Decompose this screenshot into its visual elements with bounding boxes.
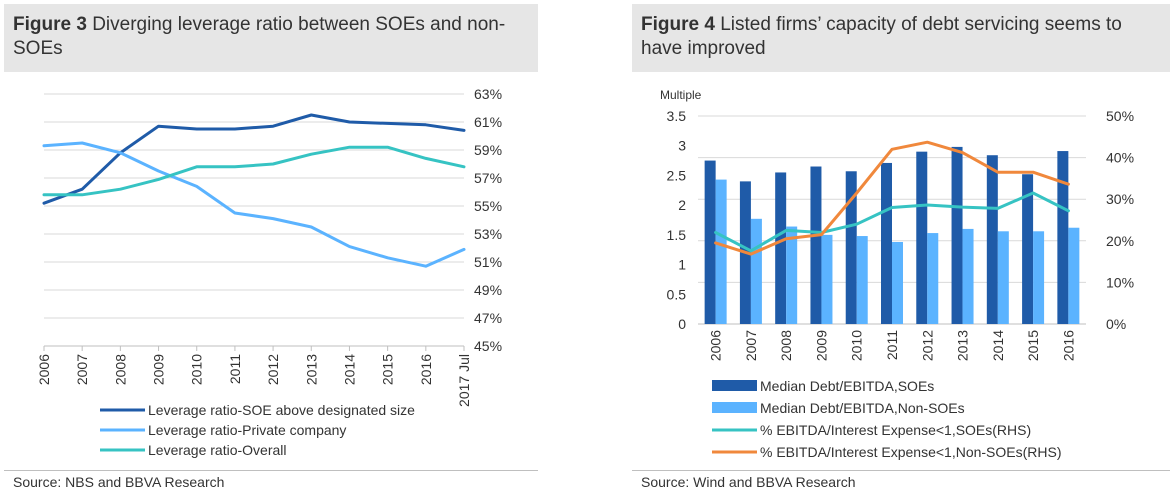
x-axis-tick-label: 2013 (955, 330, 971, 361)
x-axis-tick-label: 2014 (341, 354, 357, 385)
y-axis-tick-label: 49% (474, 282, 502, 298)
y-left-tick-label: 0.5 (667, 286, 687, 302)
x-axis-tick-label: 2006 (708, 330, 724, 361)
figure-3-title-number: Figure 3 (13, 14, 87, 35)
bar-debt_soe (986, 155, 998, 324)
x-axis-tick-label: 2016 (1060, 330, 1076, 361)
bar-debt_soe (775, 172, 787, 324)
bar-debt_soe (845, 171, 857, 324)
bar-debt_soe (916, 151, 928, 324)
bar-debt_nonsoe (962, 228, 974, 324)
figure-4-chart: Multiple 0 0.5 1 1.5 2 2.5 3 3.5 0% 10% 20% 30% 40% 50… (660, 88, 1134, 460)
series-line-private (42, 141, 466, 268)
y-right-tick-label: 40% (1106, 150, 1134, 166)
x-axis-tick-label: 2015 (1025, 330, 1041, 361)
y-axis-tick-label: 53% (474, 226, 502, 242)
figure-3-title-text: Diverging leverage ratio between SOEs an… (13, 14, 506, 59)
y-axis-tick-label: 59% (474, 142, 502, 158)
series-line-int_nonsoe (714, 140, 1070, 256)
y-axis-tick-label: 55% (474, 198, 502, 214)
bar-debt_soe (1057, 151, 1069, 324)
series-line-soe (42, 113, 466, 205)
y-axis-unit-label: Multiple (660, 88, 702, 102)
bar-debt_soe (1022, 174, 1034, 324)
y-left-tick-label: 1.5 (667, 227, 687, 243)
y-left-tick-label: 0 (678, 316, 686, 332)
legend-label-int_nonsoe: % EBITDA/Interest Expense<1,Non-SOEs(RHS… (760, 444, 1062, 460)
y-left-tick-label: 3.5 (667, 108, 687, 124)
bar-debt_soe (951, 146, 963, 324)
y-left-tick-label: 2 (678, 197, 686, 213)
figure-3-title: Figure 3 Diverging leverage ratio betwee… (4, 4, 538, 72)
y-right-tick-label: 0% (1106, 316, 1126, 332)
bar-debt_nonsoe (856, 236, 868, 324)
bar-debt_nonsoe (892, 241, 903, 324)
x-axis-tick-label: 2015 (380, 354, 396, 385)
y-left-tick-label: 2.5 (667, 167, 687, 183)
x-axis-tick-label: 2011 (884, 330, 900, 360)
legend-swatch-debt_nonsoe (712, 402, 757, 413)
x-axis-tick-label: 2014 (990, 330, 1006, 361)
x-axis-tick-label: 2011 (227, 354, 243, 384)
figure-4-panel: Figure 4 Listed firms’ capacity of debt … (632, 0, 1170, 498)
bar-debt_nonsoe (821, 234, 833, 324)
y-axis-tick-label: 57% (474, 170, 502, 186)
y-right-tick-label: 50% (1106, 108, 1134, 124)
x-axis-tick-label: 2008 (778, 330, 794, 361)
series-line-overall (42, 145, 466, 197)
bar-debt_nonsoe (997, 231, 1009, 324)
legend-label-debt_nonsoe: Median Debt/EBITDA,Non-SOEs (760, 400, 965, 416)
x-axis-tick-label: 2010 (849, 330, 865, 361)
figure-4-title: Figure 4 Listed firms’ capacity of debt … (632, 4, 1170, 72)
x-axis-tick-label: 2009 (151, 354, 167, 385)
legend-label-debt_soe: Median Debt/EBITDA,SOEs (760, 378, 934, 394)
x-axis-tick-label: 2009 (813, 330, 829, 361)
bar-debt_nonsoe (1068, 227, 1080, 324)
x-axis-tick-label: 2007 (74, 354, 90, 385)
bar-debt_soe (704, 160, 716, 324)
y-right-tick-label: 10% (1106, 274, 1134, 290)
figure-4-source-divider (632, 470, 1170, 471)
y-axis-tick-label: 45% (474, 338, 502, 354)
bar-debt_nonsoe (927, 233, 939, 324)
series-line-int_soe (714, 191, 1070, 253)
x-axis-tick-label: 2012 (919, 330, 935, 361)
y-axis-tick-label: 61% (474, 114, 502, 130)
legend-label-soe: Leverage ratio-SOE above designated size (148, 402, 415, 418)
x-axis-tick-label: 2013 (303, 354, 319, 385)
legend-label-overall: Leverage ratio-Overall (148, 442, 287, 458)
figure-3-chart: 45% 47% 49% 51% 53% 55% 57% 59% 61% 63% 2006 2007 20… (36, 86, 502, 458)
y-axis-tick-label: 47% (474, 310, 502, 326)
bar-debt_nonsoe (750, 218, 762, 324)
legend-label-int_soe: % EBITDA/Interest Expense<1,SOEs(RHS) (760, 422, 1031, 438)
legend-label-private: Leverage ratio-Private company (148, 422, 346, 438)
y-right-tick-label: 30% (1106, 191, 1134, 207)
legend-swatch-debt_soe (712, 380, 757, 391)
y-right-tick-label: 20% (1106, 233, 1134, 249)
bar-debt_soe (881, 162, 892, 324)
x-axis-tick-label: 2006 (36, 354, 52, 385)
y-axis-tick-label: 63% (474, 86, 502, 102)
x-axis-tick-label: 2007 (743, 330, 759, 361)
figure-3-panel: Figure 3 Diverging leverage ratio betwee… (4, 0, 538, 498)
x-axis-tick-label: 2010 (189, 354, 205, 385)
x-axis-tick-label: 2012 (265, 354, 281, 385)
y-left-tick-label: 1 (678, 257, 686, 273)
x-axis-tick-label: 2008 (112, 354, 128, 385)
figure-3-source-divider (4, 470, 538, 471)
y-axis-tick-label: 51% (474, 254, 502, 270)
figure-4-source: Source: Wind and BBVA Research (641, 474, 856, 490)
figure-3-source: Source: NBS and BBVA Research (13, 474, 225, 490)
figure-4-title-text: Listed firms’ capacity of debt servicing… (641, 14, 1122, 59)
x-axis-tick-label: 2017 Jul (456, 354, 472, 407)
bar-debt_soe (810, 166, 822, 324)
bar-debt_nonsoe (1033, 231, 1045, 324)
bar-debt_nonsoe (786, 226, 798, 324)
figure-4-title-number: Figure 4 (641, 14, 715, 35)
bar-debt_nonsoe (715, 179, 727, 324)
x-axis-tick-label: 2016 (418, 354, 434, 385)
y-left-tick-label: 3 (678, 138, 686, 154)
